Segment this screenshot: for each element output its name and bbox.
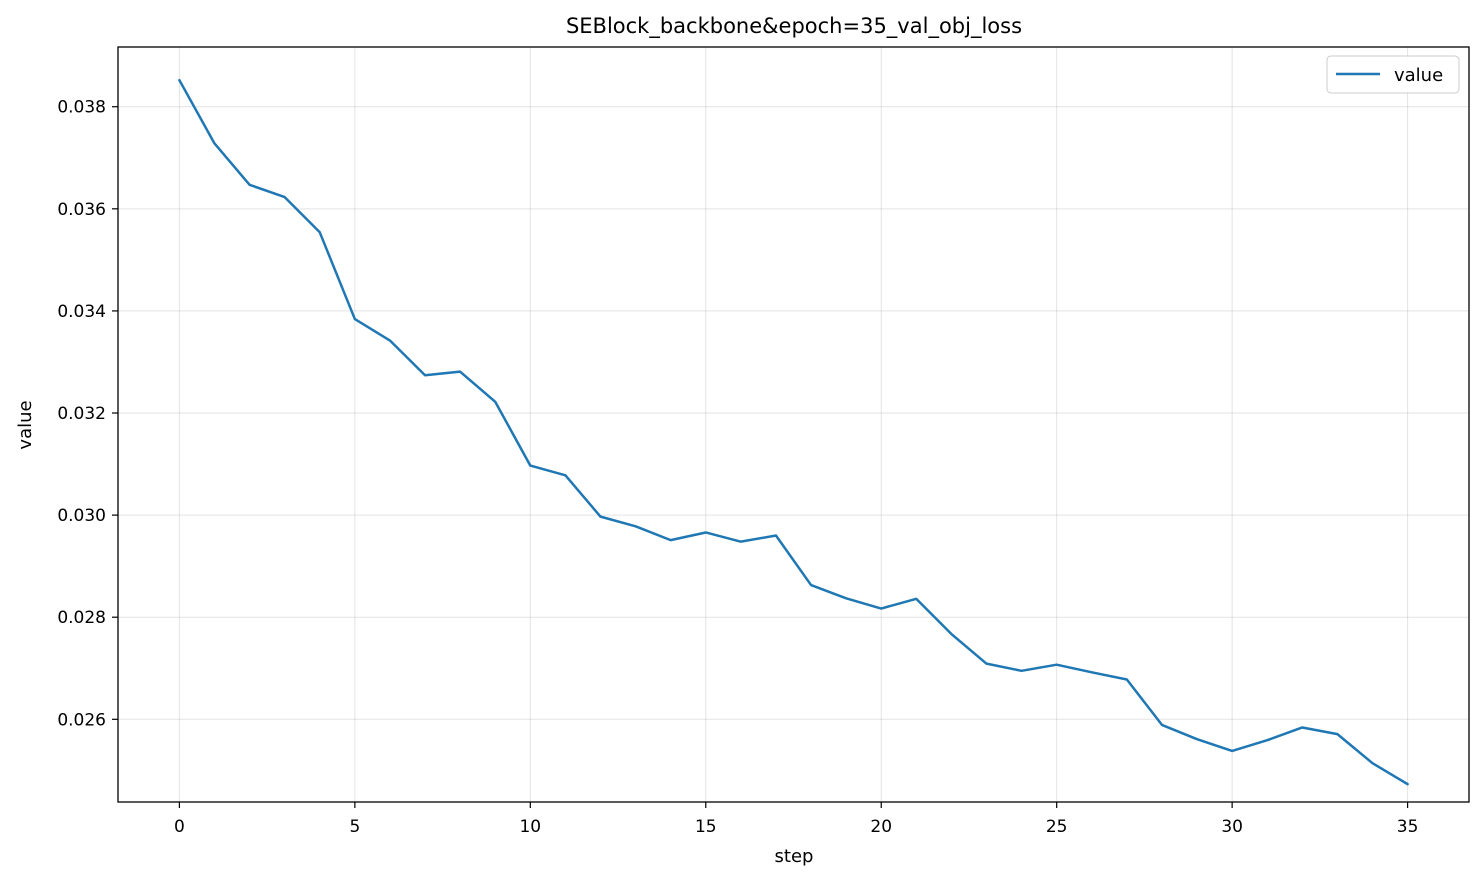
data-point bbox=[809, 583, 814, 588]
data-point bbox=[352, 317, 357, 322]
x-axis-label: step bbox=[775, 846, 814, 867]
y-tick-label: 0.026 bbox=[57, 710, 106, 730]
data-point bbox=[458, 369, 463, 374]
data-point bbox=[247, 182, 252, 187]
chart-title: SEBlock_backbone&epoch=35_val_obj_loss bbox=[566, 14, 1022, 39]
data-point bbox=[317, 230, 322, 235]
x-axis: 0 5 10 15 20 25 30 35 bbox=[174, 802, 1418, 837]
data-point bbox=[493, 399, 498, 404]
data-point bbox=[738, 539, 743, 544]
data-point bbox=[914, 596, 919, 601]
data-point bbox=[598, 514, 603, 519]
data-point bbox=[423, 373, 428, 378]
data-point bbox=[1159, 722, 1164, 727]
data-point bbox=[879, 606, 884, 611]
data-point bbox=[1230, 748, 1235, 753]
x-tick-label: 30 bbox=[1221, 817, 1243, 837]
data-point bbox=[1054, 662, 1059, 667]
y-tick-label: 0.028 bbox=[57, 608, 106, 628]
data-point bbox=[844, 596, 849, 601]
grid bbox=[118, 47, 1469, 802]
data-point bbox=[1124, 677, 1129, 682]
data-point bbox=[212, 141, 217, 146]
x-tick-label: 15 bbox=[695, 817, 717, 837]
x-tick-label: 5 bbox=[349, 817, 360, 837]
data-point bbox=[1370, 761, 1375, 766]
legend-label-value: value bbox=[1394, 65, 1443, 86]
x-tick-label: 10 bbox=[519, 817, 541, 837]
data-point bbox=[1265, 738, 1270, 743]
legend-box bbox=[1326, 55, 1460, 94]
legend: value bbox=[1326, 55, 1460, 94]
data-point bbox=[668, 538, 673, 543]
data-point bbox=[1089, 670, 1094, 675]
data-point bbox=[1195, 737, 1200, 742]
data-point bbox=[703, 530, 708, 535]
series-line-value bbox=[178, 78, 1409, 786]
data-point bbox=[984, 661, 989, 666]
data-point bbox=[1300, 725, 1305, 730]
data-point bbox=[949, 632, 954, 637]
y-tick-label: 0.032 bbox=[57, 404, 106, 424]
data-point bbox=[387, 338, 392, 343]
data-point bbox=[773, 533, 778, 538]
data-point bbox=[1019, 668, 1024, 673]
y-tick-label: 0.030 bbox=[57, 506, 106, 526]
x-tick-label: 35 bbox=[1397, 817, 1419, 837]
y-axis: 0.026 0.028 0.030 0.032 0.034 0.036 0.038 bbox=[57, 98, 118, 730]
data-point bbox=[1405, 782, 1410, 787]
y-axis-label: value bbox=[15, 400, 36, 449]
series-layer bbox=[177, 78, 1410, 787]
y-tick-label: 0.038 bbox=[57, 98, 106, 118]
data-point bbox=[177, 78, 182, 83]
y-tick-label: 0.034 bbox=[57, 302, 106, 322]
plot-area-frame bbox=[117, 46, 1470, 803]
x-tick-label: 20 bbox=[870, 817, 892, 837]
y-tick-label: 0.036 bbox=[57, 200, 106, 220]
data-point bbox=[282, 195, 287, 200]
x-tick-label: 25 bbox=[1046, 817, 1068, 837]
x-tick-label: 0 bbox=[174, 817, 185, 837]
data-point bbox=[563, 473, 568, 478]
data-point bbox=[528, 463, 533, 468]
data-point bbox=[1335, 732, 1340, 737]
data-point bbox=[633, 524, 638, 529]
